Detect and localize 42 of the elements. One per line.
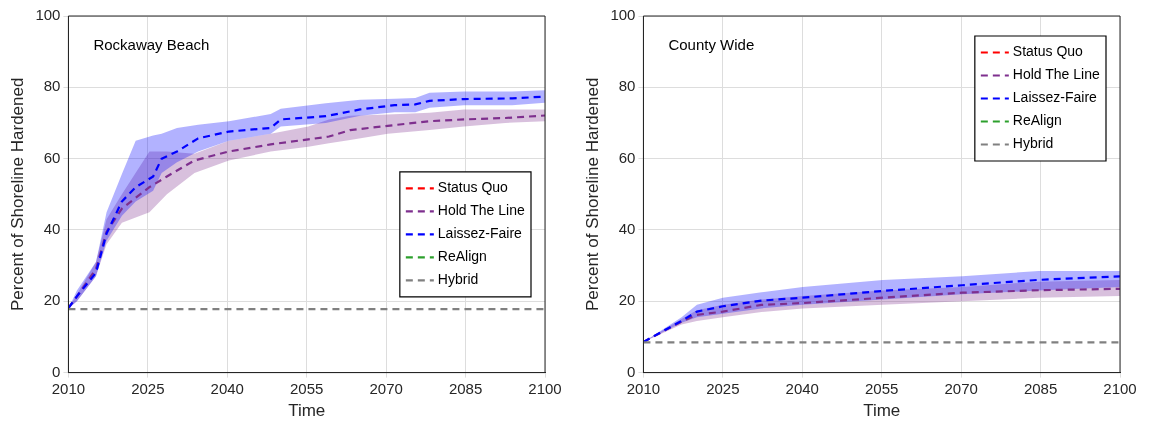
x-tick-label: 2100 [1103,379,1137,397]
legend-label: Status Quo [437,179,509,196]
x-axis-title: Time [863,401,901,421]
legend-label: ReAlign [437,248,487,265]
legend-label: Status Quo [1012,43,1084,60]
x-tick-label: 2085 [1023,379,1058,397]
y-axis-title: Percent of Shoreline Hardened [7,77,27,312]
y-tick-label: 0 [52,362,61,380]
y-tick-label: 40 [43,220,61,238]
x-axis-title: Time [288,401,326,421]
x-tick-label: 2025 [706,379,740,397]
text: County Wide [668,36,755,54]
legend-label: Hybrid [1012,135,1054,152]
x-tick-label: 2085 [448,379,483,397]
text: Rockaway Beach [93,36,210,54]
y-tick-label: 20 [618,291,636,309]
y-tick-label: 20 [43,291,61,309]
y-tick-label: 100 [35,6,61,24]
y-tick-label: 40 [618,220,636,238]
y-tick-label: 100 [610,6,636,24]
x-tick-label: 2100 [528,379,562,397]
legend-label: Hybrid [437,271,479,288]
legend-label: Laissez-Faire [1012,89,1098,106]
legend-label: Hold The Line [437,202,525,219]
x-tick-label: 2010 [626,379,661,397]
x-tick-label: 2025 [131,379,165,397]
y-tick-label: 0 [627,362,636,380]
x-tick-label: 2055 [865,379,899,397]
legend-label: Hold The Line [1012,66,1100,83]
x-tick-label: 2070 [369,379,403,397]
legend-label: Laissez-Faire [437,225,523,242]
y-axis-title: Percent of Shoreline Hardened [582,77,602,312]
x-tick-label: 2055 [290,379,324,397]
legend-label: ReAlign [1012,112,1062,129]
x-tick-label: 2070 [944,379,978,397]
y-tick-label: 80 [618,77,636,95]
x-tick-label: 2040 [210,379,244,397]
x-tick-label: 2040 [785,379,819,397]
x-tick-label: 2010 [51,379,86,397]
y-tick-label: 60 [43,148,61,166]
y-tick-label: 60 [618,148,636,166]
y-tick-label: 80 [43,77,61,95]
